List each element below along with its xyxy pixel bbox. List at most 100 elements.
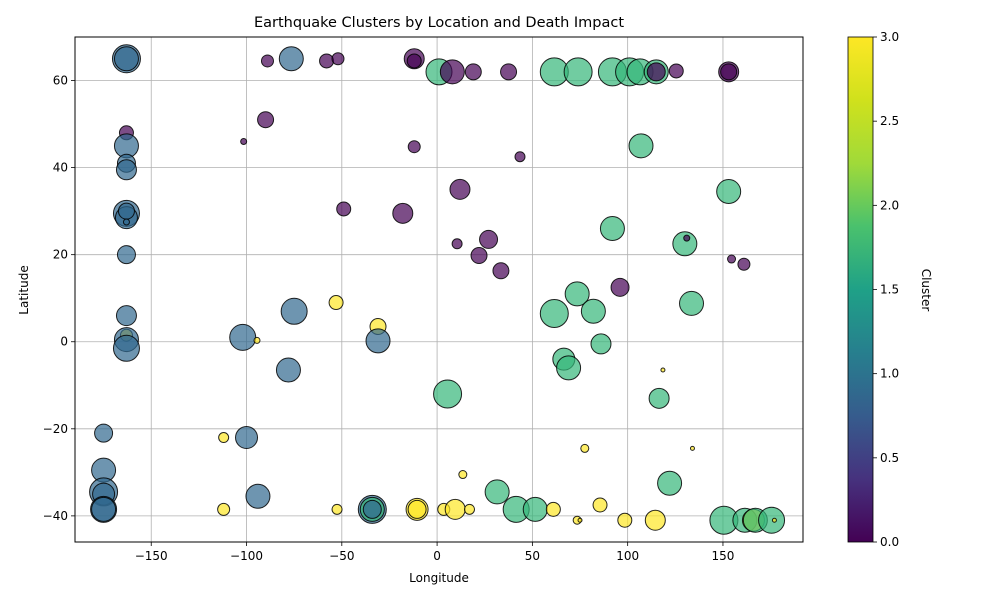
colorbar-tick-label: 0.5 bbox=[880, 451, 899, 465]
colorbar-tick-label: 2.5 bbox=[880, 114, 899, 128]
data-point bbox=[522, 496, 548, 522]
colorbar-tick-label: 0.0 bbox=[880, 535, 899, 549]
data-point bbox=[646, 62, 666, 82]
data-point bbox=[514, 151, 526, 163]
data-point bbox=[331, 503, 343, 515]
colorbar-tick-label: 1.5 bbox=[880, 283, 899, 297]
data-point bbox=[407, 499, 427, 519]
colorbar-tick-label: 3.0 bbox=[880, 30, 899, 44]
colorbar-tick-label: 1.0 bbox=[880, 367, 899, 381]
data-point bbox=[610, 277, 630, 297]
y-tick-label: 0 bbox=[60, 335, 68, 349]
data-point bbox=[439, 59, 465, 85]
data-point bbox=[556, 355, 582, 381]
colorbar bbox=[847, 36, 874, 543]
data-point bbox=[660, 367, 666, 373]
data-point bbox=[407, 140, 421, 154]
x-tick-label: 150 bbox=[712, 549, 735, 563]
colorbar-ticks: 0.0 0.5 1.0 1.5 2.0 2.5 3.0 bbox=[873, 30, 899, 549]
data-point bbox=[463, 503, 475, 515]
data-point bbox=[592, 497, 608, 513]
chart-title: Earthquake Clusters by Location and Deat… bbox=[254, 15, 624, 31]
data-point bbox=[580, 298, 606, 324]
data-point bbox=[737, 257, 751, 271]
data-point bbox=[563, 57, 593, 87]
data-point bbox=[117, 202, 135, 220]
data-point bbox=[672, 231, 698, 257]
x-tick-label: 50 bbox=[525, 549, 540, 563]
data-point bbox=[229, 323, 257, 351]
data-point bbox=[406, 53, 422, 69]
data-point bbox=[458, 470, 468, 480]
x-tick-label: −150 bbox=[135, 549, 168, 563]
grid-lines bbox=[75, 37, 803, 542]
data-point bbox=[479, 229, 499, 249]
y-tick-label: 60 bbox=[53, 74, 68, 88]
data-point bbox=[668, 63, 684, 79]
data-point bbox=[218, 432, 230, 444]
y-tick-label: 20 bbox=[53, 248, 68, 262]
data-point bbox=[484, 479, 510, 505]
data-point bbox=[245, 483, 271, 509]
data-point bbox=[116, 245, 136, 265]
data-point bbox=[392, 202, 414, 224]
data-point bbox=[539, 298, 569, 328]
data-point bbox=[683, 234, 691, 242]
data-point bbox=[492, 262, 510, 280]
data-point bbox=[122, 218, 130, 226]
x-tick-label: −50 bbox=[329, 549, 354, 563]
data-point bbox=[644, 509, 666, 531]
data-point bbox=[720, 63, 738, 81]
data-point bbox=[253, 336, 261, 344]
data-point bbox=[275, 357, 301, 383]
data-point bbox=[280, 297, 308, 325]
data-points bbox=[89, 44, 786, 535]
data-point bbox=[451, 238, 463, 250]
data-point bbox=[470, 247, 488, 265]
data-point bbox=[91, 496, 117, 522]
colorbar-tick-label: 2.0 bbox=[880, 198, 899, 212]
data-point bbox=[112, 334, 140, 362]
data-point bbox=[433, 379, 463, 409]
data-point bbox=[240, 137, 248, 145]
data-point bbox=[564, 281, 590, 307]
y-tick-label: 40 bbox=[53, 161, 68, 175]
data-point bbox=[617, 512, 633, 528]
y-axis-ticks: −40 −20 0 20 40 60 bbox=[43, 74, 75, 523]
data-point bbox=[689, 445, 695, 451]
data-point bbox=[113, 46, 139, 72]
data-point bbox=[599, 216, 625, 242]
y-axis-label: Latitude bbox=[17, 265, 31, 314]
data-point bbox=[727, 254, 737, 264]
data-point bbox=[260, 54, 274, 68]
data-point bbox=[449, 178, 471, 200]
data-point bbox=[336, 201, 352, 217]
plot-frame bbox=[74, 36, 804, 543]
data-point bbox=[580, 443, 590, 453]
data-point bbox=[365, 328, 391, 354]
y-tick-label: −40 bbox=[43, 509, 68, 523]
data-point bbox=[758, 506, 786, 534]
data-point bbox=[94, 423, 114, 443]
colorbar-label: Cluster bbox=[919, 269, 933, 312]
data-point bbox=[331, 52, 345, 66]
data-point bbox=[464, 63, 482, 81]
data-point bbox=[648, 387, 670, 409]
x-tick-label: −100 bbox=[230, 549, 263, 563]
data-point bbox=[115, 159, 137, 181]
data-point bbox=[628, 133, 654, 159]
data-point bbox=[278, 46, 304, 72]
data-point bbox=[716, 179, 742, 205]
x-axis-ticks: −150 −100 −50 0 50 100 150 bbox=[135, 542, 735, 563]
data-point bbox=[328, 295, 344, 311]
x-tick-label: 0 bbox=[433, 549, 441, 563]
x-tick-label: 100 bbox=[616, 549, 639, 563]
data-point bbox=[657, 470, 683, 496]
data-point bbox=[235, 426, 259, 450]
data-point bbox=[577, 517, 583, 523]
data-point bbox=[500, 63, 518, 81]
data-point bbox=[115, 305, 137, 327]
data-point bbox=[444, 498, 466, 520]
data-point bbox=[362, 499, 382, 519]
